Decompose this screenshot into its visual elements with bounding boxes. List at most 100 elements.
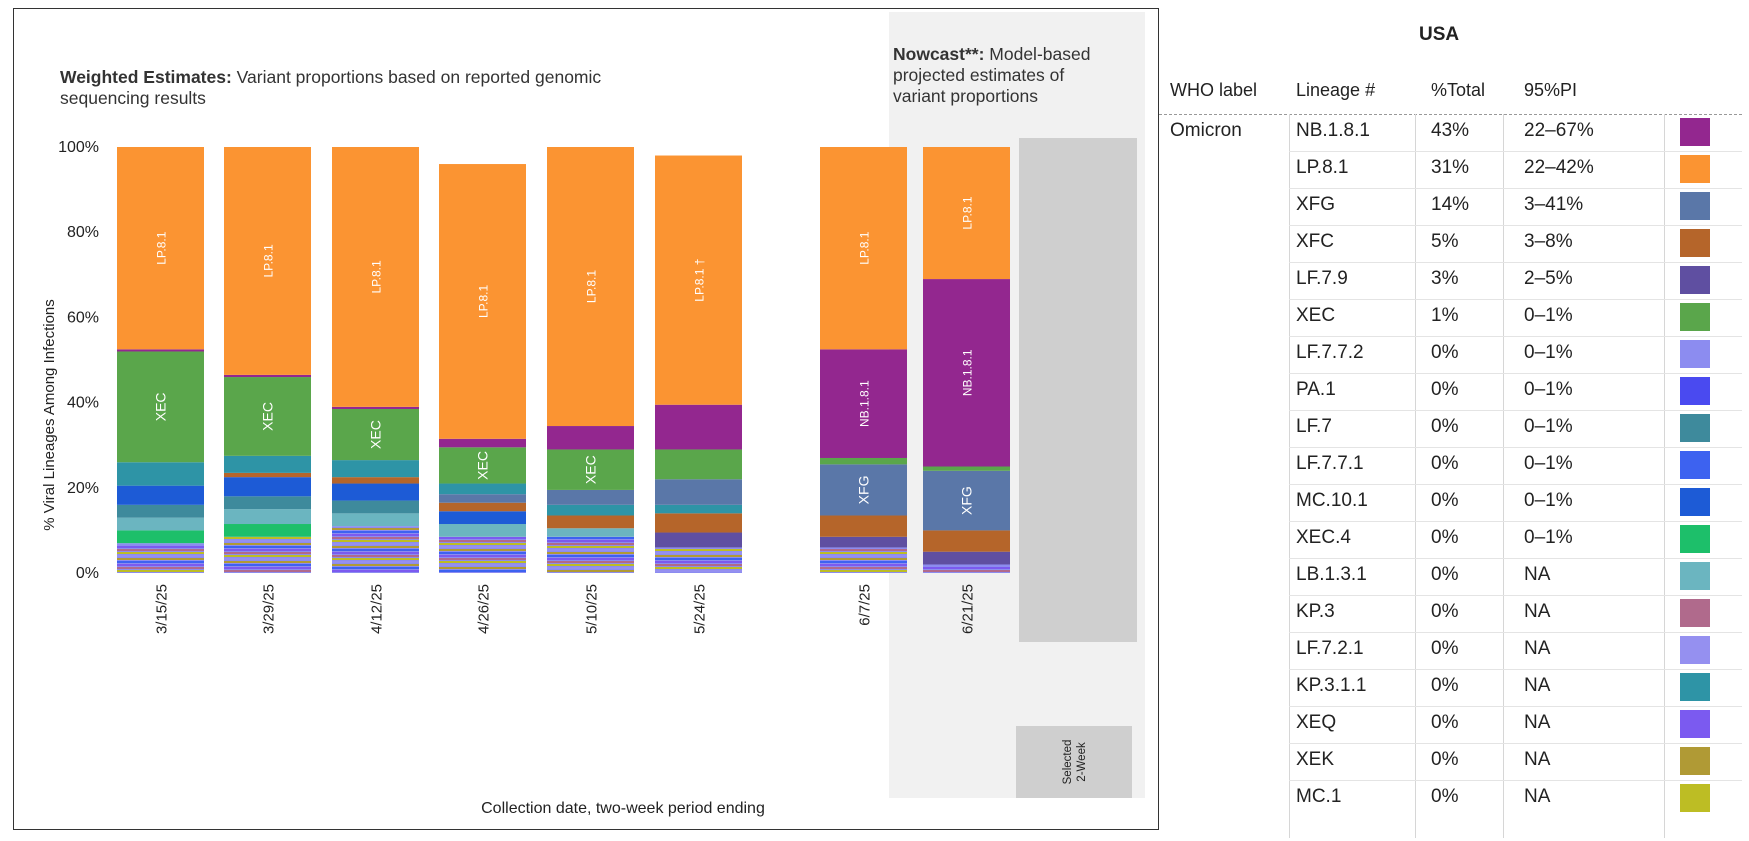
bar-segment-lf-7[interactable]	[224, 496, 311, 510]
bar-segment-xec[interactable]	[117, 351, 204, 463]
bar-segment-xfg[interactable]	[439, 494, 526, 503]
bar-segment-other[interactable]	[224, 536, 311, 573]
bar-segment-xfg[interactable]	[923, 470, 1010, 531]
bar-segment-kp-3-1-1[interactable]	[439, 483, 526, 495]
bar-segment-lf-7-9[interactable]	[655, 532, 742, 548]
bar-segment-xec[interactable]	[547, 449, 634, 490]
y-tick-label: 100%	[58, 139, 99, 156]
bar-segment-lp-8-1[interactable]	[655, 155, 742, 405]
bar-segment-other[interactable]	[439, 536, 526, 573]
bar-segment-xfc[interactable]	[332, 477, 419, 484]
bar-segment-other[interactable]	[820, 547, 907, 573]
segment-label-xfg: XFG	[959, 486, 975, 515]
bar-segment-other-stripe	[224, 558, 311, 560]
bar-segment-lp-8-1[interactable]	[439, 164, 526, 439]
bar-segment-xec[interactable]	[820, 457, 907, 465]
row-divider	[1289, 558, 1742, 559]
bar-segment-kp-3-1-1[interactable]	[547, 504, 634, 516]
bar-segment-xec[interactable]	[923, 466, 1010, 471]
bar-segment-xfc[interactable]	[439, 502, 526, 512]
bar-segment-lf-7[interactable]	[117, 504, 204, 518]
bar-segment-lp-8-1[interactable]	[923, 147, 1010, 280]
bar-segment-xec[interactable]	[439, 447, 526, 484]
segment-label-lp-8-1: LP.8.1	[370, 260, 384, 293]
bar-segment-xfc[interactable]	[923, 530, 1010, 552]
bar-segment-other-stripe	[439, 537, 526, 539]
prediction-interval: 0–1%	[1524, 305, 1573, 326]
segment-label-nb-1-8-1: NB.1.8.1	[858, 380, 872, 427]
bar-segment-lf-7-9[interactable]	[820, 536, 907, 548]
bar-segment-lp-8-1[interactable]	[547, 147, 634, 427]
bar-segment-xec[interactable]	[655, 449, 742, 480]
bar-segment-nb-1-8-1[interactable]	[224, 374, 311, 378]
bar-segment-nb-1-8-1[interactable]	[439, 438, 526, 448]
bar-segment-mc-10-1[interactable]	[332, 483, 419, 501]
bar-segment-nb-1-8-1[interactable]	[547, 426, 634, 450]
lineage-name: MC.10.1	[1296, 490, 1368, 511]
bar-segment-lf-7[interactable]	[332, 500, 419, 514]
bar-segment-other-stripe	[117, 546, 204, 548]
bar-segment-kp-3-1-1[interactable]	[332, 460, 419, 478]
header-rule	[1159, 114, 1742, 115]
selected-week-label-line2: 2-Week	[1076, 742, 1088, 782]
percent-total: 0%	[1431, 786, 1459, 807]
bar-segment-xfc[interactable]	[655, 513, 742, 533]
bar-segment-nb-1-8-1[interactable]	[923, 279, 1010, 467]
bar-segment-xec-4[interactable]	[117, 530, 204, 544]
lineage-color-swatch	[1680, 303, 1710, 331]
bar-segment-xfc[interactable]	[547, 515, 634, 529]
bar-segment-other-stripe	[224, 549, 311, 551]
bar-segment-lp-8-1[interactable]	[224, 147, 311, 375]
bar-segment-lp-8-1[interactable]	[820, 147, 907, 350]
bar-segment-mc-10-1[interactable]	[439, 511, 526, 525]
bar-segment-lb-1-3-1[interactable]	[117, 517, 204, 531]
bar-segment-lb-1-3-1[interactable]	[439, 524, 526, 537]
chart-frame	[13, 8, 1159, 830]
bar-segment-nb-1-8-1[interactable]	[820, 349, 907, 458]
legend-row: MC.10.1 0% 0–1%	[1159, 484, 1742, 521]
bar-segment-nb-1-8-1[interactable]	[655, 404, 742, 450]
bar-segment-xec[interactable]	[332, 408, 419, 461]
bar-segment-nb-1-8-1[interactable]	[332, 406, 419, 409]
y-axis-label: % Viral Lineages Among Infections	[41, 299, 58, 531]
bar-segment-lb-1-3-1[interactable]	[547, 528, 634, 537]
bar-segment-xec[interactable]	[224, 377, 311, 456]
bar-segment-xfg[interactable]	[655, 479, 742, 505]
bar-segment-mc-10-1[interactable]	[117, 485, 204, 505]
bar-segment-other-stripe	[439, 558, 526, 560]
bar-segment-mc-10-1[interactable]	[224, 477, 311, 497]
bar-segment-other-stripe	[439, 546, 526, 548]
bar-segment-other-stripe	[820, 555, 907, 557]
bar-segment-lp-8-1[interactable]	[332, 147, 419, 407]
who-label-cell: Omicron	[1159, 114, 1742, 151]
bar-segment-lf-7-9[interactable]	[923, 551, 1010, 565]
percent-total: 0%	[1431, 453, 1459, 474]
bar-segment-xec-4[interactable]	[224, 524, 311, 537]
lineage-color-swatch	[1680, 155, 1710, 183]
lineage-name: XEK	[1296, 749, 1335, 770]
legend-row: LF.7.7.1 0% 0–1%	[1159, 447, 1742, 484]
bar-segment-kp-3-1-1[interactable]	[224, 455, 311, 473]
bar-segment-xfg[interactable]	[820, 464, 907, 516]
column-divider	[1664, 114, 1665, 838]
legend-row: XEC.4 0% 0–1%	[1159, 521, 1742, 558]
lineage-color-swatch	[1680, 488, 1710, 516]
bar-segment-xfc[interactable]	[820, 515, 907, 537]
bar-segment-other[interactable]	[547, 536, 634, 573]
bar-segment-other-stripe	[224, 537, 311, 539]
x-tick-label: 3/29/25	[261, 584, 278, 634]
bar-segment-xfg[interactable]	[547, 489, 634, 505]
bar-segment-other[interactable]	[655, 547, 742, 573]
bar-segment-nb-1-8-1[interactable]	[117, 349, 204, 352]
bar-segment-kp-3-1-1[interactable]	[655, 504, 742, 514]
bar-segment-other-stripe	[547, 543, 634, 545]
lineage-name: MC.1	[1296, 786, 1342, 807]
bar-segment-lp-8-1[interactable]	[117, 147, 204, 350]
segment-label-xec: XEC	[368, 420, 384, 449]
x-tick-label: 6/7/25	[857, 584, 874, 626]
selected-week-label-box[interactable]	[1016, 726, 1132, 798]
bar-segment-lb-1-3-1[interactable]	[224, 509, 311, 525]
bar-segment-lb-1-3-1[interactable]	[332, 513, 419, 527]
bar-segment-xfc[interactable]	[224, 472, 311, 478]
bar-segment-kp-3-1-1[interactable]	[117, 462, 204, 486]
